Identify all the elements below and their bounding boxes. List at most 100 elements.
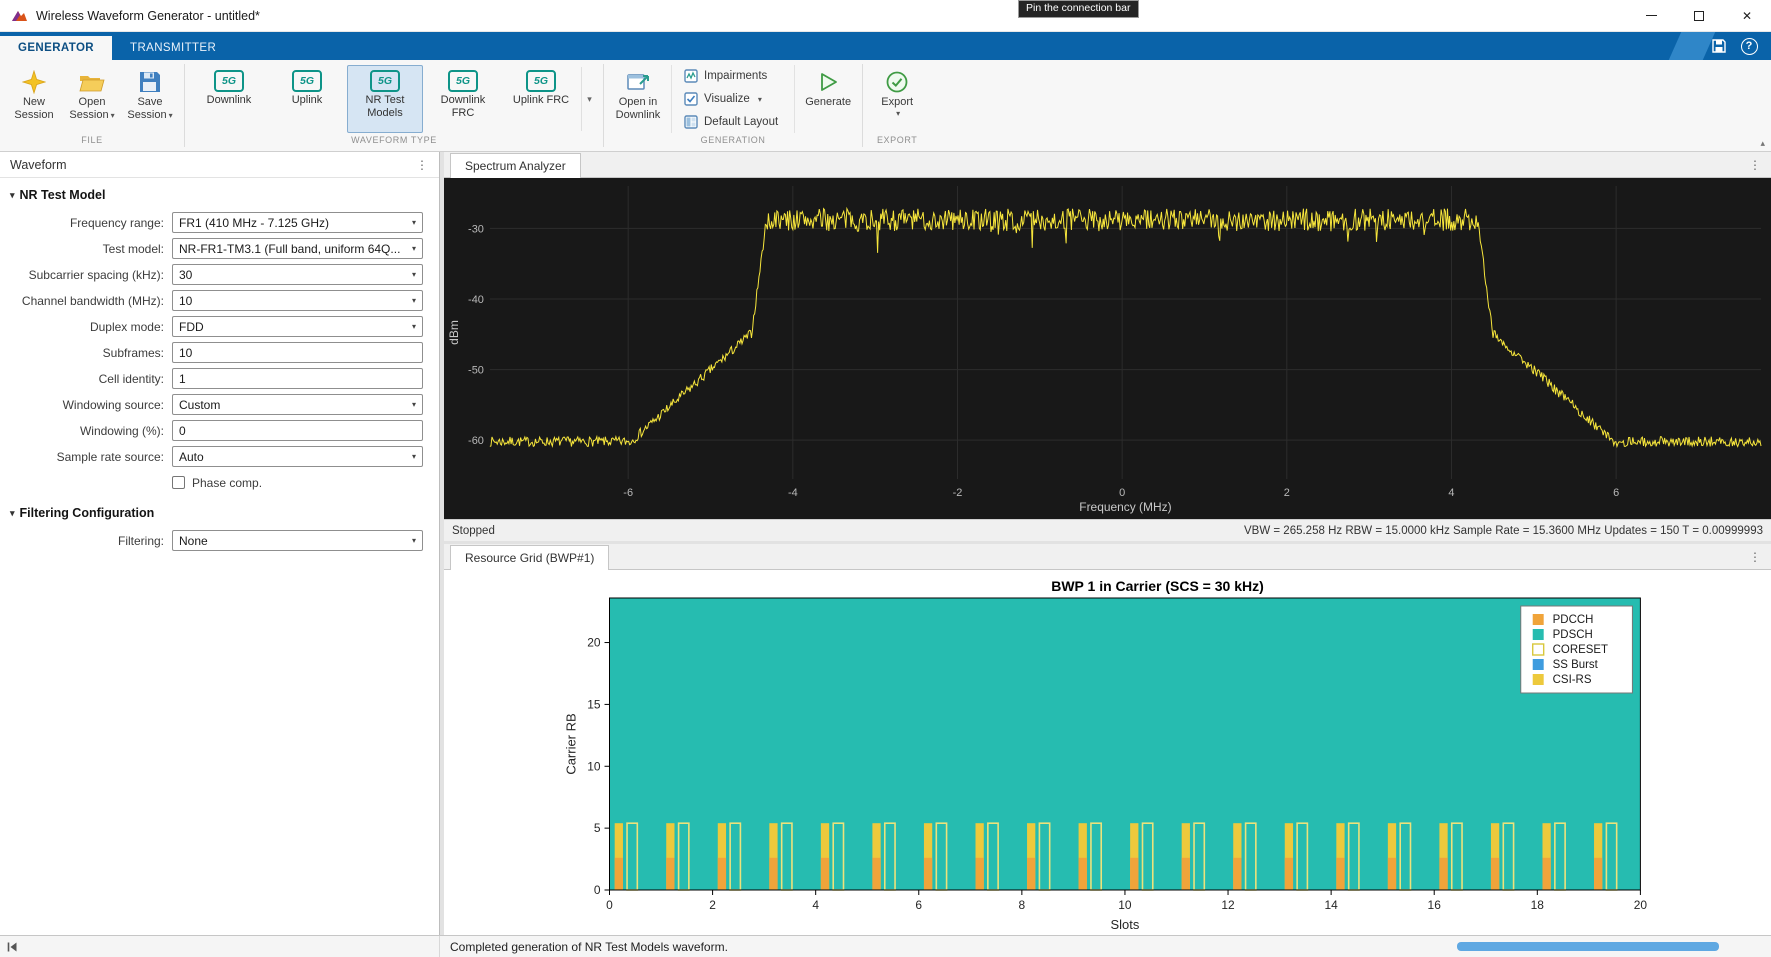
waveform-config-panel: Waveform ⋮ ▾ NR Test Model Frequency range… <box>0 152 440 935</box>
subcarrier-spacing-label: Subcarrier spacing (kHz): <box>28 267 164 282</box>
svg-text:16: 16 <box>1428 898 1442 912</box>
generate-button[interactable]: Generate <box>800 66 856 132</box>
status-bar-left <box>0 936 440 957</box>
field-row-subcarrier-spacing: Subcarrier spacing (kHz): 30 ▾ <box>0 264 423 285</box>
left-panel-menu-icon[interactable]: ⋮ <box>416 157 429 172</box>
phase-comp-checkbox[interactable] <box>172 476 185 489</box>
horizontal-scrollbar-thumb[interactable] <box>1457 942 1719 951</box>
windowing-source-value: Custom <box>179 397 221 412</box>
collapse-panel-icon[interactable] <box>6 941 18 953</box>
save-session-button[interactable]: Save Session ▾ <box>122 66 178 132</box>
waveform-type-nr-test-models[interactable]: 5G NR Test Models <box>347 65 423 133</box>
phase-comp-label: Phase comp. <box>192 475 263 490</box>
frequency-range-select[interactable]: FR1 (410 MHz - 7.125 GHz) ▾ <box>172 212 423 233</box>
tab-transmitter[interactable]: TRANSMITTER <box>130 42 217 54</box>
svg-text:-60: -60 <box>468 435 484 447</box>
svg-text:4: 4 <box>812 898 819 912</box>
impairments-button[interactable]: Impairments <box>681 66 785 86</box>
ribbon-toolbar: New Session Open Session ▾ Save Session ▾ … <box>0 60 1771 152</box>
waveform-type-gallery-button[interactable]: ▾ <box>581 67 597 131</box>
svg-text:0: 0 <box>594 883 601 897</box>
channel-bandwidth-label: Channel bandwidth (MHz): <box>21 293 164 308</box>
tab-resource-grid[interactable]: Resource Grid (BWP#1) <box>450 545 610 570</box>
svg-text:Slots: Slots <box>1111 917 1140 932</box>
open-session-button[interactable]: Open Session ▾ <box>64 66 120 132</box>
default-layout-icon <box>684 115 698 129</box>
app-icon <box>10 8 28 24</box>
save-session-icon <box>137 70 163 94</box>
save-icon <box>1712 39 1726 53</box>
frequency-range-label: Frequency range: <box>69 215 164 230</box>
svg-text:14: 14 <box>1324 898 1338 912</box>
status-message: Completed generation of NR Test Models w… <box>450 939 728 954</box>
new-session-label: New Session <box>14 96 54 121</box>
new-session-button[interactable]: New Session <box>6 66 62 132</box>
section-header-nr-test-model[interactable]: ▾ NR Test Model <box>0 180 439 207</box>
field-row-cell-identity: Cell identity: 1 <box>0 368 423 389</box>
waveform-type-downlink[interactable]: 5G Downlink <box>191 65 267 133</box>
spectrum-status-state: Stopped <box>452 524 495 537</box>
open-in-downlink-button[interactable]: Open in Downlink <box>610 66 666 132</box>
test-model-label: Test model: <box>102 241 164 256</box>
channel-bandwidth-select[interactable]: 10 ▾ <box>172 290 423 311</box>
visualize-button[interactable]: Visualize ▾ <box>681 89 785 109</box>
chevron-down-icon: ▾ <box>411 270 416 279</box>
filtering-select[interactable]: None ▾ <box>172 530 423 551</box>
subframes-value: 10 <box>179 345 193 360</box>
tab-generator[interactable]: GENERATOR <box>0 36 113 60</box>
chevron-down-icon: ▾ <box>411 296 416 305</box>
new-session-icon <box>21 70 47 94</box>
duplex-mode-value: FDD <box>179 319 204 334</box>
cell-identity-input[interactable]: 1 <box>172 368 423 389</box>
close-button[interactable]: ✕ <box>1741 8 1753 23</box>
cell-identity-value: 1 <box>179 371 186 386</box>
titlebar: Wireless Waveform Generator - untitled* … <box>0 0 1771 32</box>
field-row-sample-rate-source: Sample rate source: Auto ▾ <box>0 446 423 467</box>
svg-text:Carrier RB: Carrier RB <box>564 713 579 774</box>
phase-comp-field: Phase comp. <box>172 472 423 493</box>
save-quick-button[interactable] <box>1709 36 1729 56</box>
subframes-input[interactable]: 10 <box>172 342 423 363</box>
windowing-percent-label: Windowing (%): <box>79 423 164 438</box>
waveform-type-uplink[interactable]: 5G Uplink <box>269 65 345 133</box>
windowing-source-select[interactable]: Custom ▾ <box>172 394 423 415</box>
duplex-mode-label: Duplex mode: <box>89 319 164 334</box>
5g-icon: 5G <box>292 70 322 92</box>
test-model-select[interactable]: NR-FR1-TM3.1 (Full band, uniform 64Q... ▾ <box>172 238 423 259</box>
svg-text:10: 10 <box>1118 898 1132 912</box>
help-button[interactable]: ? <box>1739 36 1759 56</box>
svg-text:-4: -4 <box>788 487 798 499</box>
tab-spectrum-analyzer[interactable]: Spectrum Analyzer <box>450 153 581 178</box>
waveform-type-uplink-frc[interactable]: 5G Uplink FRC <box>503 65 579 133</box>
duplex-mode-select[interactable]: FDD ▾ <box>172 316 423 337</box>
left-panel-body: ▾ NR Test Model Frequency range: FR1 (410 M… <box>0 178 439 935</box>
section-title: Filtering Configuration <box>19 506 155 520</box>
chevron-down-icon: ▾ <box>411 244 416 253</box>
minimize-button[interactable] <box>1627 0 1675 31</box>
sample-rate-source-value: Auto <box>179 449 204 464</box>
save-session-dropdown-icon: ▾ <box>168 111 173 120</box>
generation-section-caption: GENERATION <box>700 135 766 145</box>
visualize-label: Visualize <box>704 93 750 105</box>
sample-rate-source-select[interactable]: Auto ▾ <box>172 446 423 467</box>
section-header-filtering-configuration[interactable]: ▾ Filtering Configuration <box>0 498 439 525</box>
collapse-ribbon-button[interactable]: ▴ <box>1760 138 1765 148</box>
right-panel: Spectrum Analyzer ⋮ -6 -4 -2 0 2 4 6 -60 -50 -40-… <box>444 152 1771 935</box>
spectrum-status-bar: Stopped VBW = 265.258 Hz RBW = 15.0000 k… <box>444 519 1771 541</box>
maximize-button[interactable] <box>1675 0 1723 31</box>
spectrum-menu-icon[interactable]: ⋮ <box>1749 157 1761 172</box>
spectrum-tabbar: Spectrum Analyzer ⋮ <box>444 152 1771 178</box>
resource-grid-pane: Resource Grid (BWP#1) ⋮ BWP 1 in Carrier… <box>444 544 1771 935</box>
subcarrier-spacing-select[interactable]: 30 ▾ <box>172 264 423 285</box>
export-button[interactable]: Export ▾ <box>869 66 925 132</box>
resource-grid-menu-icon[interactable]: ⋮ <box>1749 549 1761 564</box>
default-layout-button[interactable]: Default Layout <box>681 112 785 132</box>
windowing-percent-input[interactable]: 0 <box>172 420 423 441</box>
svg-text:4: 4 <box>1448 487 1454 499</box>
waveform-type-downlink-frc[interactable]: 5G Downlink FRC <box>425 65 501 133</box>
window-controls: ✕ <box>1627 0 1771 31</box>
spectrum-chart: -6 -4 -2 0 2 4 6 -60 -50 -40 -30 Frequency (MHz) dBm <box>447 186 1762 514</box>
main-content: Waveform ⋮ ▾ NR Test Model Frequency range… <box>0 152 1771 935</box>
svg-text:2: 2 <box>709 898 716 912</box>
5g-icon: 5G <box>526 70 556 92</box>
